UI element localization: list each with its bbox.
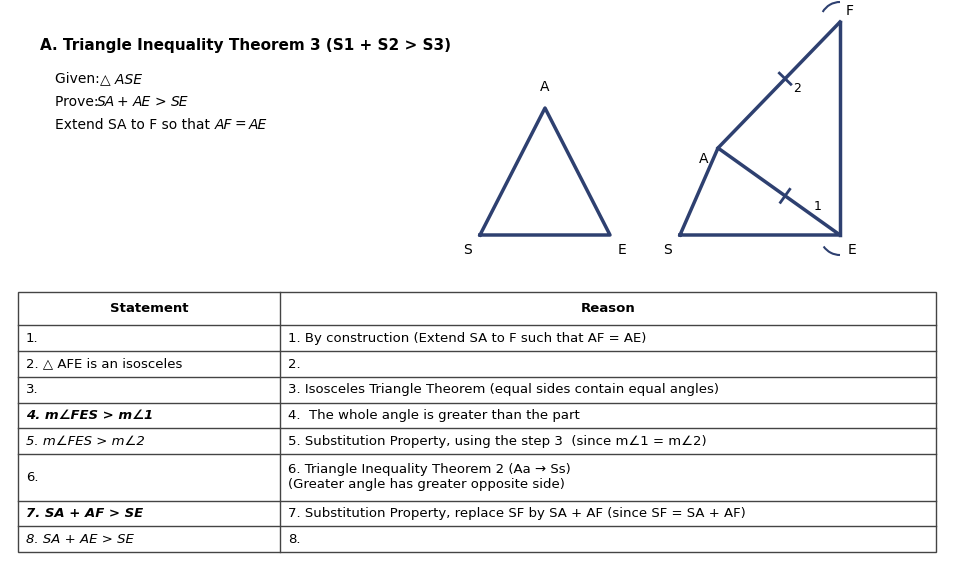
Text: 8. SA + AE > SE: 8. SA + AE > SE: [26, 533, 133, 546]
Text: SA: SA: [97, 95, 115, 109]
Text: 4. m∠FES > m∠1: 4. m∠FES > m∠1: [26, 409, 153, 422]
Text: 7. Substitution Property, replace SF by SA + AF (since SF = SA + AF): 7. Substitution Property, replace SF by …: [287, 507, 744, 520]
Text: Reason: Reason: [579, 302, 635, 315]
Text: +: +: [117, 95, 129, 109]
Bar: [18, 292, 935, 552]
Text: 5. m∠FES > m∠2: 5. m∠FES > m∠2: [26, 435, 145, 448]
Text: S: S: [463, 243, 472, 257]
Text: Extend SA to F so that: Extend SA to F so that: [55, 118, 214, 132]
Text: F: F: [845, 4, 853, 18]
Text: 1: 1: [813, 201, 821, 214]
Text: Given:: Given:: [55, 72, 104, 86]
Text: 1.: 1.: [26, 332, 38, 345]
Text: =: =: [234, 118, 247, 132]
Text: Prove:: Prove:: [55, 95, 103, 109]
Text: 8.: 8.: [287, 533, 300, 546]
Text: AE: AE: [132, 95, 152, 109]
Text: >: >: [154, 95, 167, 109]
Text: 1. By construction (Extend SA to F such that AF = AE): 1. By construction (Extend SA to F such …: [287, 332, 645, 345]
Text: Statement: Statement: [110, 302, 188, 315]
Text: 7. SA + AF > SE: 7. SA + AF > SE: [26, 507, 143, 520]
Text: SE: SE: [171, 95, 189, 109]
Text: S: S: [662, 243, 671, 257]
Text: E: E: [847, 243, 856, 257]
Text: A. Triangle Inequality Theorem 3 (S1 + S2 > S3): A. Triangle Inequality Theorem 3 (S1 + S…: [40, 38, 451, 53]
Text: A: A: [539, 80, 549, 94]
Text: 2.: 2.: [287, 358, 300, 370]
Text: AE: AE: [249, 118, 267, 132]
Text: (Greater angle has greater opposite side): (Greater angle has greater opposite side…: [287, 478, 564, 491]
Text: 3.: 3.: [26, 383, 38, 396]
Text: 2. △ AFE is an isosceles: 2. △ AFE is an isosceles: [26, 358, 182, 370]
Text: 4.  The whole angle is greater than the part: 4. The whole angle is greater than the p…: [287, 409, 578, 422]
Text: 5. Substitution Property, using the step 3  (since m∠1 = m∠2): 5. Substitution Property, using the step…: [287, 435, 705, 448]
Text: A: A: [698, 152, 707, 166]
Text: 3. Isosceles Triangle Theorem (equal sides contain equal angles): 3. Isosceles Triangle Theorem (equal sid…: [287, 383, 718, 396]
Text: AF: AF: [214, 118, 233, 132]
Text: 6.: 6.: [26, 471, 38, 484]
Text: E: E: [618, 243, 626, 257]
Text: 6. Triangle Inequality Theorem 2 (Aa → Ss): 6. Triangle Inequality Theorem 2 (Aa → S…: [287, 463, 570, 477]
Text: △ ASE: △ ASE: [100, 72, 142, 86]
Text: 2: 2: [792, 82, 800, 95]
